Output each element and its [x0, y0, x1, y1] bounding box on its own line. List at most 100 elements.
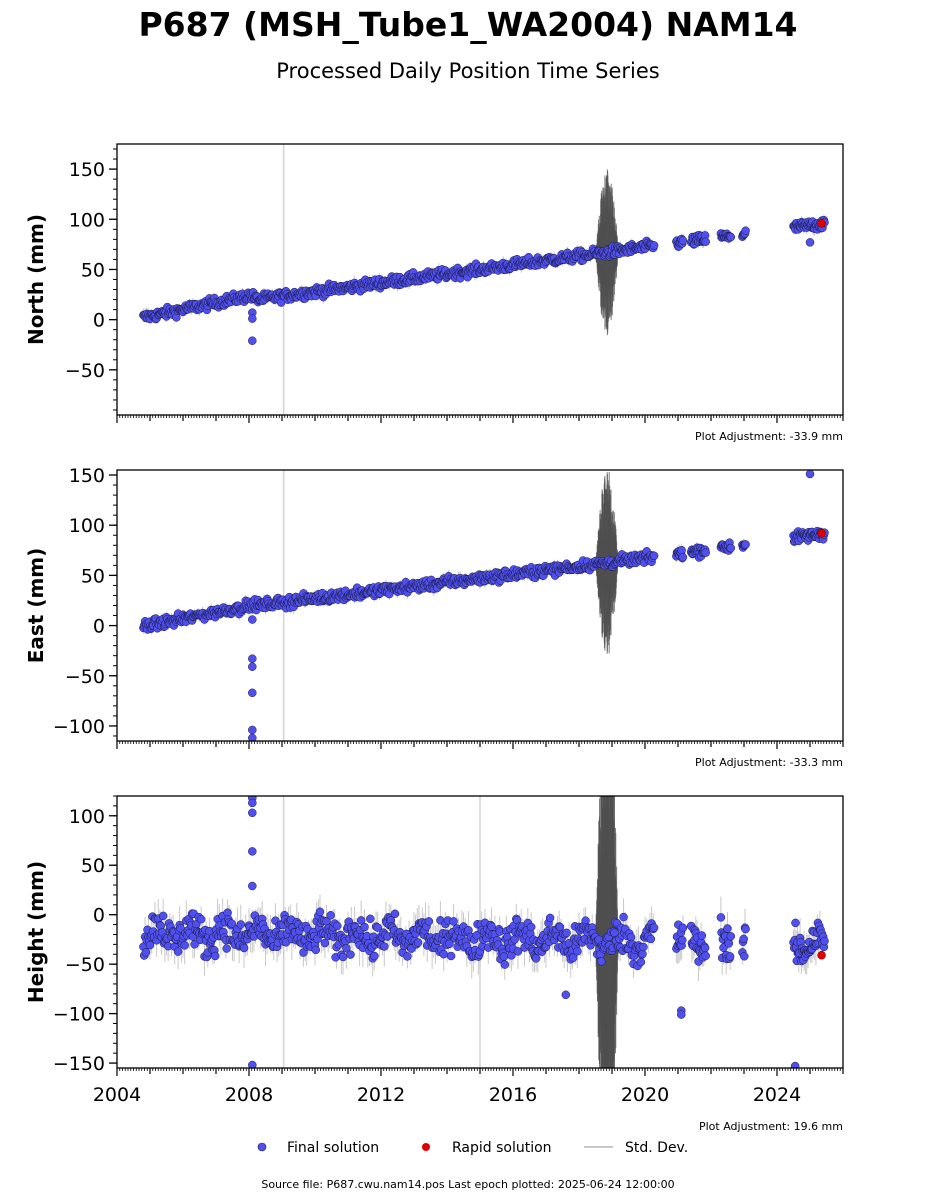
final-point [338, 952, 348, 962]
y-tick-label: −150 [53, 1053, 105, 1075]
final-points [139, 215, 829, 345]
final-point [236, 920, 246, 929]
outlier-point [248, 847, 257, 856]
final-point [723, 924, 732, 933]
y-tick-label: 0 [93, 905, 105, 927]
outlier-point [248, 733, 257, 741]
final-point [145, 940, 155, 950]
panel-2: 150 100 50 0 −50 −100 East (mm) Plot Adjustment… [24, 465, 844, 769]
final-point [227, 919, 236, 928]
final-point [697, 931, 707, 940]
final-point [726, 232, 736, 242]
outlier-point [248, 615, 257, 624]
final-point [701, 951, 710, 961]
outlier-point [248, 798, 257, 808]
outlier-point [248, 1060, 257, 1068]
final-point [545, 913, 555, 923]
figure-title: P687 (MSH_Tube1_WA2004) NAM14 [138, 5, 797, 44]
y-axis: 150 100 50 0 −50 −100 [53, 465, 117, 738]
final-point [222, 944, 231, 953]
final-point [180, 941, 189, 950]
final-point [373, 923, 382, 932]
outlier-point [677, 1010, 686, 1019]
y-tick-label: 50 [81, 259, 105, 281]
outlier-point [248, 654, 257, 663]
x-axis: 2004 2008 2012 2016 2020 2024 [93, 1068, 844, 1106]
y-tick-label: 50 [81, 565, 105, 587]
final-point [791, 918, 800, 928]
final-point [487, 922, 496, 931]
x-tick-label: 2024 [753, 1084, 801, 1106]
y-tick-label: 150 [69, 465, 105, 487]
final-point [639, 942, 648, 952]
final-point [638, 949, 647, 959]
y-axis-label: North (mm) [24, 214, 48, 345]
final-point [370, 951, 379, 961]
final-point [610, 928, 619, 937]
final-point [678, 935, 687, 945]
final-point [741, 540, 750, 549]
final-points [139, 796, 829, 1068]
final-point [333, 921, 342, 931]
final-point [701, 548, 710, 557]
outlier-point [248, 314, 257, 323]
final-point [646, 934, 656, 944]
final-point [531, 954, 541, 963]
outlier-point [248, 336, 257, 345]
y-tick-label: −50 [65, 954, 105, 976]
x-tick-label: 2012 [357, 1084, 405, 1106]
final-point [562, 928, 571, 938]
final-point [380, 942, 389, 951]
x-tick-label: 2004 [93, 1084, 141, 1106]
final-point [741, 924, 750, 934]
legend-stddev-label: Std. Dev. [625, 1140, 688, 1156]
y-axis-label: East (mm) [24, 548, 48, 664]
legend: Final solution Rapid solution Std. Dev. [257, 1140, 688, 1156]
final-point [513, 947, 523, 956]
plot-area [139, 470, 829, 741]
outlier-point [805, 470, 815, 479]
outlier-point [248, 881, 257, 891]
source-text: Source file: P687.cwu.nam14.pos Last epo… [261, 1178, 674, 1191]
outlier-point [805, 238, 815, 247]
final-point [716, 913, 726, 922]
final-point [190, 940, 199, 949]
final-points [139, 470, 829, 741]
final-point [346, 950, 355, 959]
final-point [424, 917, 434, 926]
final-point [597, 957, 606, 966]
final-point [739, 934, 748, 944]
final-point [315, 907, 325, 917]
axes-frame [116, 143, 844, 416]
figure-subtitle: Processed Daily Position Time Series [276, 59, 660, 83]
final-point [626, 932, 636, 942]
plot-adjustment-label: Plot Adjustment: -33.3 mm [695, 756, 843, 769]
outlier-point [561, 990, 571, 1000]
y-tick-label: 100 [69, 806, 105, 828]
rapid-point [817, 950, 826, 960]
plot-area [139, 796, 829, 1068]
panel-3: 100 50 0 −50 −100 −150 2004 2008 2012 2016 2020 202… [24, 795, 844, 1133]
outlier-point [248, 808, 257, 818]
y-axis-label: Height (mm) [24, 861, 48, 1003]
final-point [413, 938, 423, 947]
y-axis: 150 100 50 0 −50 [65, 148, 117, 411]
outlier-point [790, 1061, 800, 1068]
final-point [619, 912, 628, 922]
final-point [526, 922, 536, 932]
final-point [726, 543, 736, 553]
final-point [472, 931, 481, 940]
final-point [555, 922, 565, 932]
y-tick-label: 0 [93, 310, 105, 332]
final-point [573, 947, 582, 956]
final-point [741, 226, 750, 235]
final-point [311, 945, 321, 955]
outlier-point [248, 662, 257, 671]
outlier-point [248, 688, 257, 698]
rapid-point [817, 528, 826, 538]
final-point [678, 552, 688, 562]
x-tick-label: 2016 [489, 1084, 537, 1106]
final-point [173, 947, 183, 956]
final-point [158, 911, 168, 921]
